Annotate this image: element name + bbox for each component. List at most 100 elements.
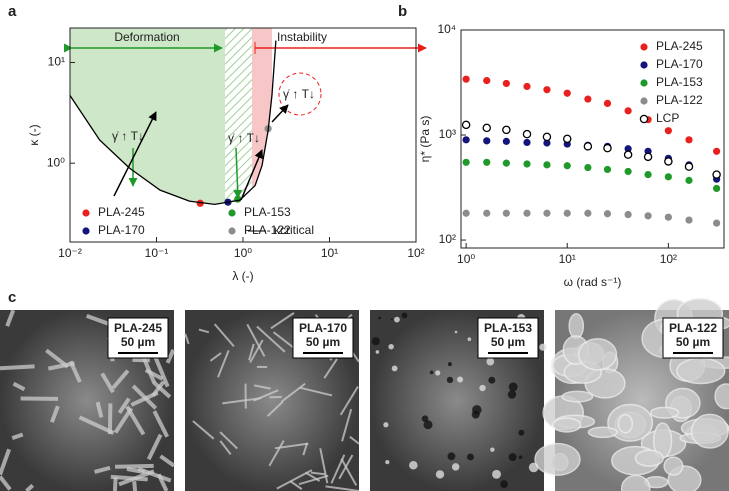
texture — [488, 376, 496, 384]
texture — [256, 325, 286, 353]
image-label: PLA-153 — [484, 321, 532, 335]
texture — [132, 357, 150, 363]
x-tick-label: 10¹ — [559, 252, 576, 266]
texture — [471, 410, 480, 419]
label-box — [107, 317, 169, 359]
data-point — [462, 209, 470, 217]
data-point — [664, 157, 673, 166]
legend-label: PLA-153 — [656, 75, 703, 89]
legend-label: PLA-122 — [244, 223, 291, 237]
y-axis-label: η* (Pa s) — [418, 116, 432, 163]
texture — [144, 368, 164, 381]
texture — [391, 365, 398, 372]
texture — [117, 397, 131, 414]
texture — [94, 465, 111, 474]
data-point — [584, 95, 592, 103]
texture — [486, 357, 495, 366]
y-tick-label: 10¹ — [48, 55, 65, 69]
texture — [447, 362, 452, 367]
texture — [649, 406, 680, 419]
image-label: PLA-170 — [299, 321, 347, 335]
texture — [112, 477, 118, 491]
data-point — [543, 86, 551, 94]
texture — [253, 389, 279, 402]
texture — [219, 431, 238, 450]
texture — [341, 408, 353, 442]
texture — [111, 369, 130, 390]
legend-marker — [640, 43, 648, 51]
legend-label: PLA-153 — [244, 205, 291, 219]
texture — [492, 469, 501, 479]
plot-frame — [460, 29, 725, 249]
legend-marker — [228, 209, 236, 217]
texture — [409, 460, 418, 470]
panel-label: c — [8, 289, 16, 306]
texture — [246, 323, 266, 357]
texture — [457, 376, 464, 383]
data-point — [502, 209, 510, 217]
data-point — [624, 167, 632, 176]
x-tick-label: 10⁰ — [457, 252, 475, 266]
texture — [198, 328, 210, 334]
texture — [68, 360, 82, 383]
texture — [146, 433, 163, 461]
texture — [479, 384, 486, 392]
texture — [325, 485, 360, 491]
texture — [371, 337, 380, 346]
legend-label: PLA-245 — [656, 39, 703, 53]
data-point — [502, 125, 511, 135]
texture — [11, 432, 24, 441]
texture — [676, 357, 726, 385]
texture — [466, 453, 475, 461]
y-tick-label: 10³ — [439, 127, 456, 141]
data-point — [603, 210, 612, 218]
scale-label: 50 µm — [121, 335, 155, 349]
texture — [390, 318, 393, 321]
data-point — [644, 170, 652, 179]
data-point — [196, 199, 204, 207]
data-point — [543, 161, 551, 169]
texture — [561, 390, 594, 403]
annotation: γ̇ ↑ T↓ — [228, 131, 260, 145]
texture — [617, 413, 634, 434]
texture — [401, 312, 408, 319]
texture — [219, 440, 232, 455]
data-point — [644, 212, 652, 220]
data-point — [624, 210, 632, 219]
data-point — [603, 99, 612, 108]
x-axis-label: ω (rad s⁻¹) — [564, 275, 622, 289]
texture — [152, 410, 170, 438]
texture — [340, 458, 358, 486]
texture — [349, 435, 360, 445]
texture — [394, 316, 400, 323]
legend-marker — [640, 79, 648, 87]
scale-label: 50 µm — [491, 335, 525, 349]
data-point — [712, 170, 721, 179]
texture — [165, 349, 176, 364]
texture — [270, 312, 295, 330]
texture — [620, 474, 651, 491]
annotation: γ̇ ↑ T↓ — [283, 87, 315, 101]
texture — [421, 415, 429, 422]
texture — [467, 337, 472, 342]
texture — [447, 452, 456, 461]
texture — [454, 330, 458, 334]
data-point — [624, 107, 632, 115]
texture — [132, 481, 138, 491]
data-point — [603, 143, 612, 153]
texture — [280, 382, 306, 403]
data-point — [684, 162, 694, 171]
arrow — [240, 149, 264, 201]
texture — [272, 331, 297, 351]
texture — [507, 390, 517, 399]
arrow — [233, 147, 243, 199]
annotation: Deformation — [114, 30, 179, 44]
legend-label: PLA-245 — [98, 205, 145, 219]
critical-curve — [69, 40, 277, 206]
texture — [137, 466, 172, 483]
label-box — [477, 317, 539, 359]
data-point — [685, 136, 693, 144]
label-box — [662, 317, 724, 359]
scale-label: 50 µm — [676, 335, 710, 349]
